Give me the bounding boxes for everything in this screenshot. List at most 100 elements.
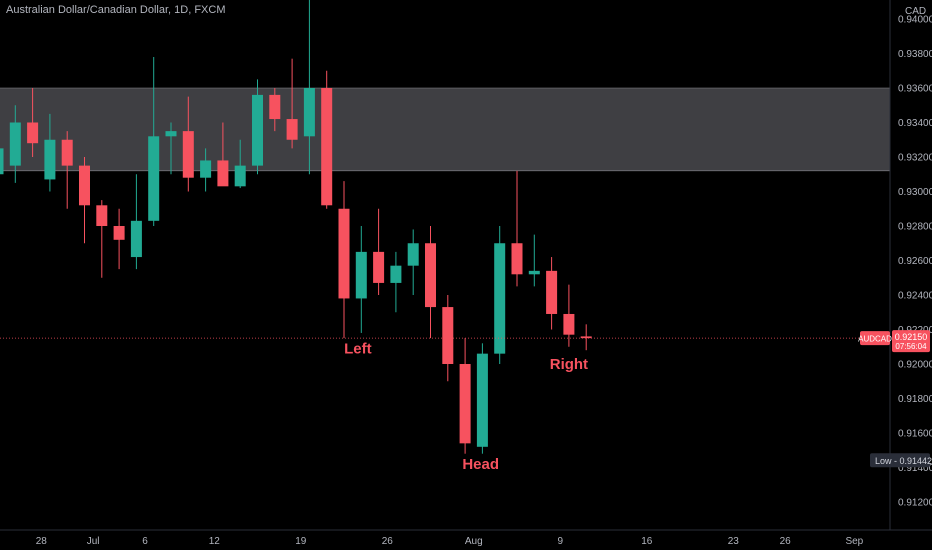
candles-layer — [0, 0, 592, 454]
candle-body — [27, 122, 39, 144]
candle-body — [44, 139, 56, 180]
candle-body — [407, 243, 419, 266]
low-tag-bg — [870, 453, 930, 468]
candle-body — [61, 139, 73, 166]
candle-body — [476, 353, 488, 447]
candle-27 — [459, 338, 471, 454]
y-tick-label: 0.92000 — [898, 360, 932, 371]
low-tag-text: Low - 0.91442 — [875, 456, 932, 466]
y-tick-label: 0.93800 — [898, 49, 932, 60]
y-tick-label: 0.94000 — [898, 15, 932, 26]
y-tick-label: 0.92600 — [898, 256, 932, 267]
candle-6 — [96, 200, 108, 278]
candle-4 — [61, 131, 73, 209]
candle-9 — [148, 56, 160, 226]
annotation-right: Right — [550, 356, 588, 373]
candle-33 — [563, 284, 575, 347]
candle-body — [580, 336, 592, 339]
candle-body — [200, 160, 212, 178]
x-tick-label: Sep — [845, 536, 863, 547]
candle-body — [442, 307, 454, 364]
candle-body — [79, 165, 90, 206]
candle-body — [303, 88, 315, 137]
y-tick-label: 0.93400 — [898, 118, 932, 129]
price-tag-value: 0.92150 — [895, 332, 928, 342]
resistance-zone-layer — [0, 87, 890, 172]
candle-body — [9, 122, 21, 166]
candle-body — [0, 148, 4, 175]
x-tick-label: 6 — [142, 536, 148, 547]
price-tag-bg — [892, 330, 930, 353]
candle-body — [528, 270, 540, 275]
candle-body — [494, 243, 506, 354]
candle-19 — [321, 70, 333, 209]
x-tick-label: 28 — [36, 536, 48, 547]
candle-25 — [425, 226, 436, 339]
annotation-left: Left — [344, 341, 372, 358]
y-tick-label: 0.91400 — [898, 463, 932, 474]
candle-body — [338, 208, 350, 299]
y-tick-label: 0.92800 — [898, 222, 932, 233]
candle-body — [373, 251, 385, 283]
candle-body — [511, 243, 523, 275]
candle-30 — [511, 170, 523, 287]
candle-2 — [27, 88, 39, 157]
low-marker-tag: Low - 0.91442 — [870, 453, 932, 468]
x-tick-label: 26 — [780, 536, 792, 547]
candle-3 — [44, 113, 56, 192]
candle-18 — [303, 0, 315, 175]
x-tick-label: 12 — [209, 536, 221, 547]
candle-body — [182, 131, 194, 178]
candle-body — [217, 160, 229, 187]
x-tick-label: Jul — [87, 536, 100, 547]
candle-0 — [0, 148, 4, 175]
annotations-layer: Left Head Right — [344, 341, 588, 474]
candle-8 — [130, 174, 142, 270]
candle-31 — [528, 234, 540, 287]
x-tick-label: 19 — [295, 536, 307, 547]
symbol-title[interactable]: Australian Dollar/Canadian Dollar, 1D, F… — [6, 4, 226, 16]
candle-28 — [476, 343, 488, 454]
candle-body — [546, 270, 558, 314]
y-tick-label: 0.93000 — [898, 187, 932, 198]
candle-body — [355, 251, 367, 299]
candle-body — [459, 364, 471, 444]
candle-15 — [252, 79, 263, 175]
x-tick-label: 23 — [728, 536, 740, 547]
x-tick-label: 26 — [382, 536, 394, 547]
candle-body — [130, 220, 142, 258]
candle-34 — [580, 324, 592, 351]
candle-20 — [338, 181, 350, 339]
candle-body — [96, 205, 108, 226]
resistance-zone — [0, 88, 890, 171]
candle-22 — [373, 208, 385, 295]
candle-body — [252, 94, 263, 166]
x-tick-label: 16 — [641, 536, 653, 547]
candle-body — [425, 243, 436, 308]
candle-body — [563, 313, 575, 335]
candle-32 — [546, 257, 558, 330]
candle-21 — [355, 226, 367, 333]
candle-17 — [286, 58, 298, 149]
candle-29 — [494, 226, 506, 364]
currency-label: CAD — [905, 6, 926, 17]
candle-5 — [79, 157, 90, 244]
candle-body — [148, 136, 160, 221]
candle-body — [321, 88, 333, 206]
candle-23 — [390, 251, 402, 313]
symbol-tag-bg — [860, 331, 890, 346]
candle-body — [269, 94, 281, 120]
candle-10 — [165, 122, 177, 175]
candle-24 — [407, 229, 419, 295]
y-tick-label: 0.91800 — [898, 394, 932, 405]
y-tick-label: 0.93600 — [898, 84, 932, 95]
candle-7 — [113, 208, 125, 270]
y-tick-label: 0.91600 — [898, 429, 932, 440]
candle-14 — [234, 139, 246, 189]
price-tag-countdown: 07:56:04 — [895, 342, 927, 351]
candle-body — [113, 226, 125, 240]
